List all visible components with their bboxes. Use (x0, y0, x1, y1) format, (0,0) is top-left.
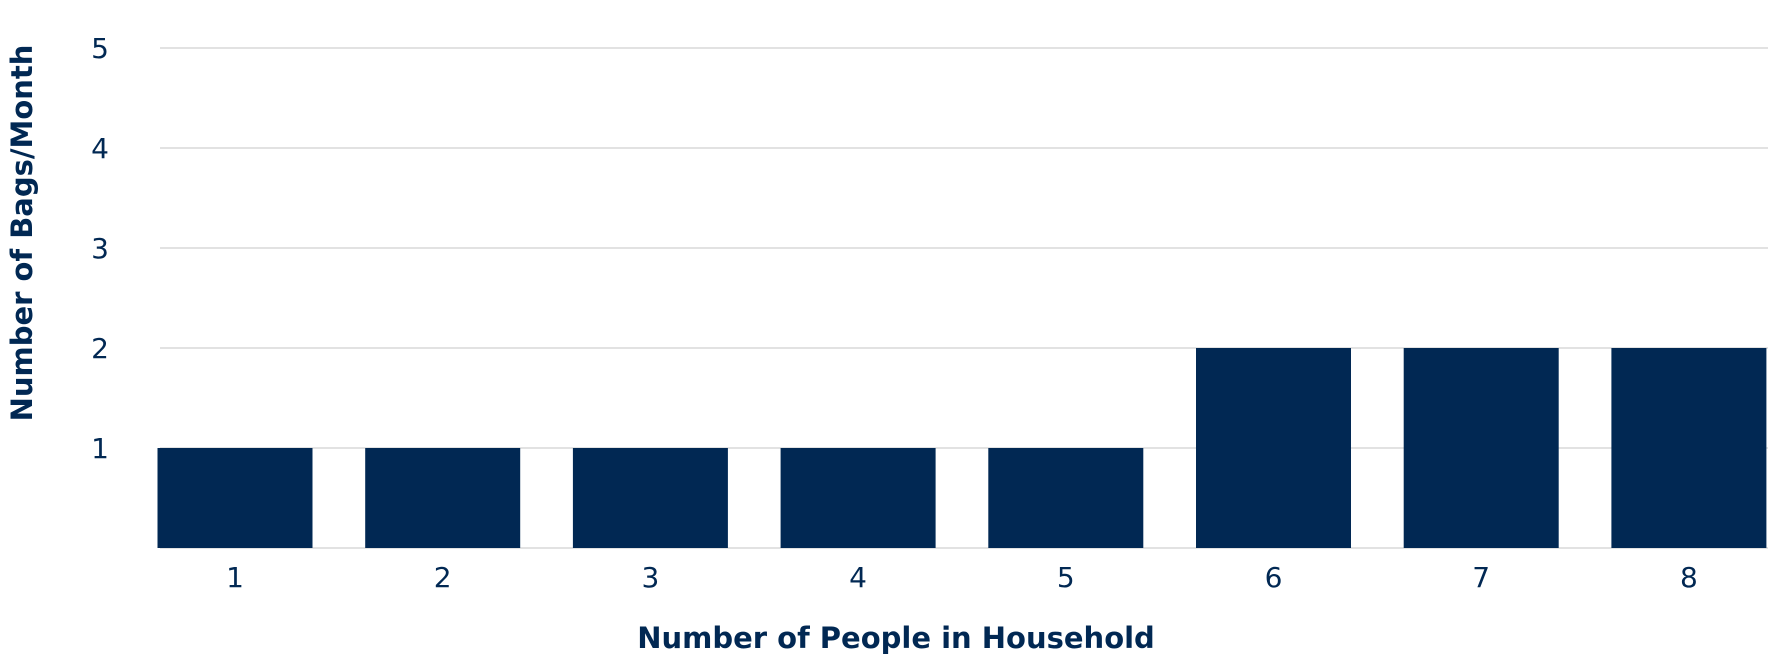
bar-6 (1196, 348, 1351, 548)
x-tick-label: 6 (1265, 561, 1283, 594)
x-tick-label: 8 (1680, 561, 1698, 594)
x-tick-labels: 1 2 3 4 5 6 7 8 (226, 561, 1698, 594)
bar-3 (572, 448, 728, 548)
bar-2 (365, 448, 521, 548)
y-tick-label: 1 (91, 432, 109, 465)
x-tick-label: 3 (641, 561, 659, 594)
x-tick-label: 1 (226, 561, 244, 594)
x-tick-label: 5 (1057, 561, 1075, 594)
x-tick-label: 4 (849, 561, 867, 594)
bar-1 (157, 448, 313, 548)
bar-8 (1611, 348, 1767, 548)
bar-5 (988, 448, 1144, 548)
y-axis-label: Number of Bags/Month (5, 45, 39, 422)
y-tick-label: 5 (91, 32, 109, 65)
x-tick-label: 2 (434, 561, 452, 594)
y-tick-label: 2 (91, 332, 109, 365)
x-tick-label: 7 (1472, 561, 1490, 594)
y-tick-label: 3 (91, 232, 109, 265)
y-tick-label: 4 (91, 132, 109, 165)
x-axis-label: Number of People in Household (637, 621, 1155, 655)
bar-4 (780, 448, 936, 548)
y-tick-labels: 1 2 3 4 5 (91, 32, 109, 465)
bar-7 (1403, 348, 1559, 548)
bars (157, 348, 1767, 548)
